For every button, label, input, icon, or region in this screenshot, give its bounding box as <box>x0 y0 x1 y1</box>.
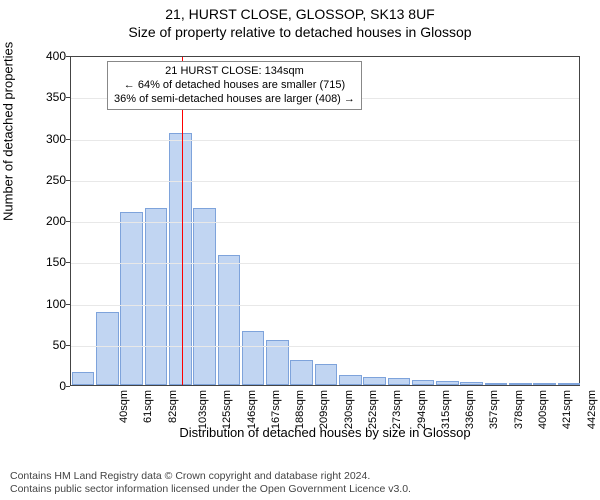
grid-line <box>71 346 579 347</box>
ytick-label: 350 <box>46 90 66 104</box>
xtick-label: 442sqm <box>586 390 598 429</box>
xtick-label: 400sqm <box>537 390 549 429</box>
ytick-label: 50 <box>53 338 66 352</box>
bar <box>436 381 459 385</box>
y-axis-label: Number of detached properties <box>1 42 16 221</box>
xtick-label: 336sqm <box>464 390 476 429</box>
bar <box>120 212 143 385</box>
bar <box>412 380 435 385</box>
chart-container: Number of detached properties 21 HURST C… <box>0 46 600 446</box>
ytick-mark <box>66 180 70 181</box>
xtick-label: 357sqm <box>489 390 501 429</box>
footer-line: Contains HM Land Registry data © Crown c… <box>10 470 590 483</box>
xtick-label: 315sqm <box>440 390 452 429</box>
bar <box>72 372 95 385</box>
xtick-label: 252sqm <box>367 390 379 429</box>
bar <box>485 383 508 385</box>
xtick-label: 167sqm <box>270 390 282 429</box>
ytick-mark <box>66 262 70 263</box>
bar <box>290 360 313 385</box>
annotation-box: 21 HURST CLOSE: 134sqm ← 64% of detached… <box>107 61 362 110</box>
xtick-label: 230sqm <box>343 390 355 429</box>
bar <box>509 383 532 385</box>
grid-line <box>71 140 579 141</box>
page-subtitle: Size of property relative to detached ho… <box>0 22 600 46</box>
annotation-line: ← 64% of detached houses are smaller (71… <box>114 79 355 93</box>
xtick-label: 273sqm <box>391 390 403 429</box>
grid-line <box>71 181 579 182</box>
annotation-line: 21 HURST CLOSE: 134sqm <box>114 65 355 79</box>
ytick-mark <box>66 345 70 346</box>
ytick-label: 400 <box>46 49 66 63</box>
xtick-label: 61sqm <box>142 390 154 423</box>
ytick-label: 100 <box>46 297 66 311</box>
bar <box>169 133 192 385</box>
bar <box>339 375 362 385</box>
bar <box>315 364 338 385</box>
ytick-mark <box>66 304 70 305</box>
ytick-label: 150 <box>46 255 66 269</box>
xtick-label: 146sqm <box>246 390 258 429</box>
ytick-label: 0 <box>59 379 66 393</box>
grid-line <box>71 222 579 223</box>
xtick-label: 378sqm <box>513 390 525 429</box>
ytick-mark <box>66 56 70 57</box>
ytick-mark <box>66 221 70 222</box>
plot-area: 21 HURST CLOSE: 134sqm ← 64% of detached… <box>70 56 580 386</box>
ytick-label: 250 <box>46 173 66 187</box>
ytick-mark <box>66 97 70 98</box>
bar <box>242 331 265 385</box>
bar <box>96 312 119 385</box>
footer: Contains HM Land Registry data © Crown c… <box>0 470 600 496</box>
xtick-label: 421sqm <box>561 390 573 429</box>
bar <box>145 208 168 385</box>
ytick-mark <box>66 139 70 140</box>
bar <box>218 255 241 385</box>
bar <box>193 208 216 385</box>
xtick-label: 125sqm <box>221 390 233 429</box>
ytick-mark <box>66 386 70 387</box>
footer-line: Contains public sector information licen… <box>10 483 590 496</box>
grid-line <box>71 305 579 306</box>
x-axis-label: Distribution of detached houses by size … <box>70 425 580 440</box>
bar <box>388 378 411 385</box>
grid-line <box>71 263 579 264</box>
xtick-label: 188sqm <box>294 390 306 429</box>
bar <box>558 383 581 385</box>
xtick-label: 40sqm <box>118 390 130 423</box>
xtick-label: 103sqm <box>197 390 209 429</box>
xtick-label: 209sqm <box>319 390 331 429</box>
annotation-line: 36% of semi-detached houses are larger (… <box>114 93 355 107</box>
bar <box>533 383 556 385</box>
ytick-label: 200 <box>46 214 66 228</box>
page-title: 21, HURST CLOSE, GLOSSOP, SK13 8UF <box>0 0 600 22</box>
bar <box>460 382 483 385</box>
xtick-label: 82sqm <box>167 390 179 423</box>
xtick-label: 294sqm <box>416 390 428 429</box>
bar <box>363 377 386 385</box>
ytick-label: 300 <box>46 132 66 146</box>
